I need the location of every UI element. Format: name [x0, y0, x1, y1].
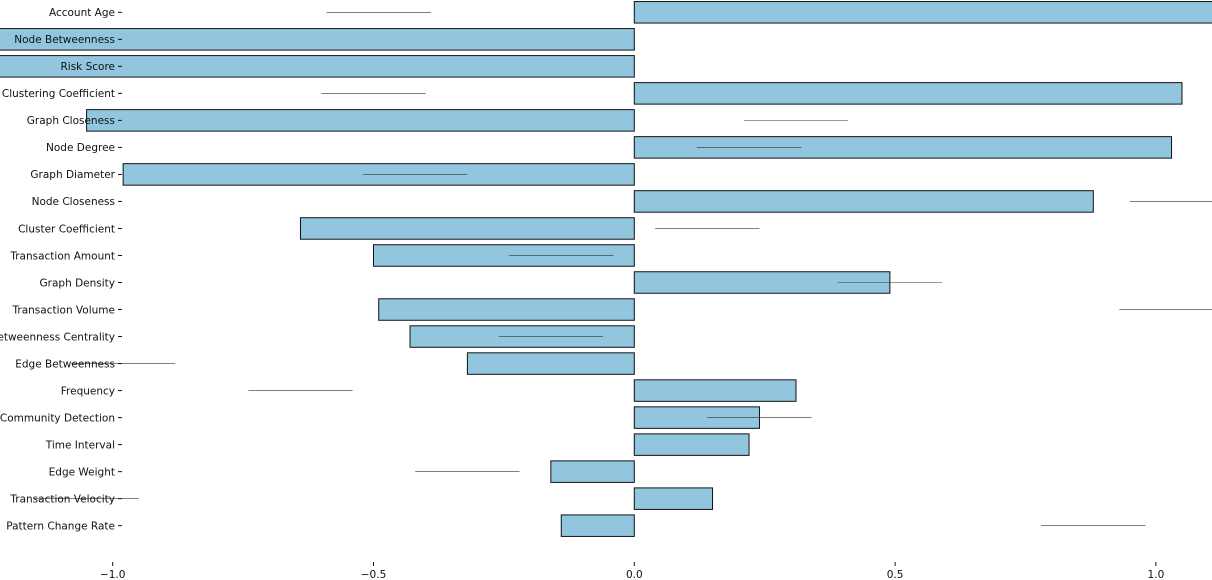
- x-tick-label: −0.5: [361, 569, 387, 580]
- bar: [0, 28, 635, 51]
- bars-layer: [0, 1, 1212, 537]
- y-tick-label: Edge Weight: [49, 466, 115, 478]
- bar: [633, 136, 1173, 159]
- x-tick-label: 0.5: [887, 569, 904, 580]
- y-tick-label: Graph Diameter: [30, 169, 115, 181]
- bar: [633, 487, 714, 510]
- y-tick-label: Risk Score: [60, 61, 115, 73]
- x-tick-label: 1.0: [1148, 569, 1165, 580]
- y-tick-label: Graph Density: [40, 277, 115, 289]
- y-tick-label: Graph Closeness: [27, 115, 115, 127]
- y-tick-label: Betweenness Centrality: [0, 331, 115, 343]
- y-tick-label: Time Interval: [45, 439, 115, 451]
- y-tick-label: Pattern Change Rate: [6, 520, 115, 532]
- bar: [633, 190, 1094, 213]
- y-tick-label: Frequency: [61, 385, 115, 397]
- y-tick-label: Transaction Velocity: [9, 493, 115, 505]
- bar: [373, 244, 635, 267]
- x-tick-label: −1.0: [100, 569, 126, 580]
- y-tick-label: Clustering Coefficient: [2, 88, 115, 100]
- bar: [560, 514, 635, 537]
- y-tick-label: Node Closeness: [32, 196, 115, 208]
- bar: [466, 352, 635, 375]
- x-tick-label: 0.0: [626, 569, 643, 580]
- bar: [299, 217, 635, 240]
- bar: [86, 109, 635, 132]
- bar: [633, 1, 1212, 24]
- x-axis: −1.5−1.0−0.50.00.51.01.52.0: [100, 562, 1165, 580]
- y-tick-label: Transaction Volume: [12, 304, 115, 316]
- y-axis: Account Age Node Betweenness Risk Score Clu…: [0, 7, 122, 532]
- bar: [378, 298, 635, 321]
- y-tick-label: Edge Betweenness: [15, 358, 115, 370]
- bar: [0, 55, 635, 78]
- y-tick-label: Community Detection: [0, 412, 115, 424]
- bar: [633, 379, 797, 402]
- bar: [633, 433, 750, 456]
- bar: [550, 460, 635, 483]
- y-tick-label: Node Degree: [46, 142, 115, 154]
- y-tick-label: Account Age: [49, 7, 115, 19]
- y-tick-label: Transaction Amount: [9, 250, 115, 262]
- y-tick-label: Cluster Coefficient: [18, 223, 115, 235]
- bar: [633, 82, 1183, 105]
- y-tick-label: Node Betweenness: [14, 34, 115, 46]
